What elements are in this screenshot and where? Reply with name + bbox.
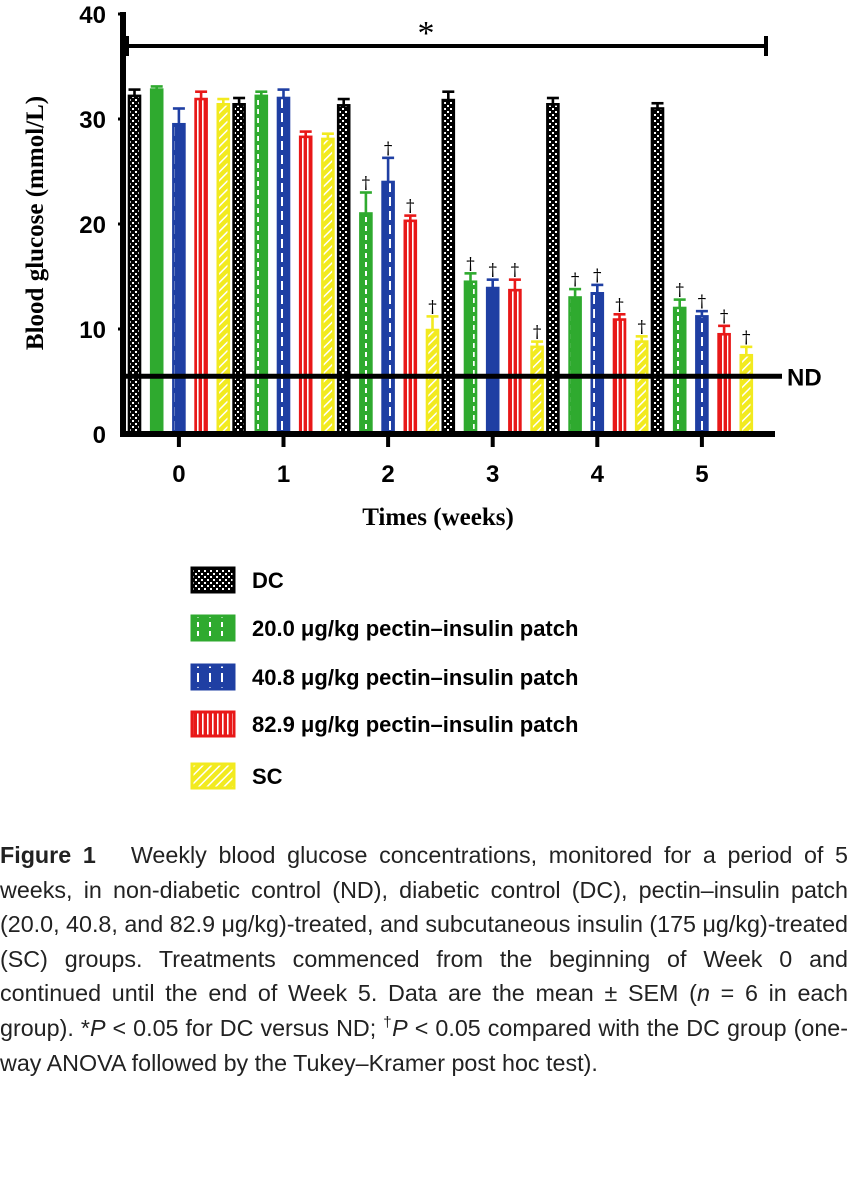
dagger-mark-3-5: † — [720, 307, 729, 327]
dagger-mark-4-3: † — [533, 323, 542, 343]
figure-caption: Figure 1 Weekly blood glucose concentrat… — [0, 838, 848, 1080]
caption-text-3: < 0.05 for DC versus ND; — [105, 1014, 384, 1041]
significance-bracket: * — [125, 15, 768, 56]
caption-text-2: = 6 in each group). — [0, 980, 848, 1041]
bar-1-3 — [463, 280, 478, 436]
dagger-mark-3-2: † — [406, 197, 415, 217]
bar-0-2 — [336, 104, 351, 436]
bar-1-4 — [568, 296, 582, 436]
bar-0-5 — [650, 107, 665, 436]
legend-swatch-3 — [190, 710, 236, 738]
dagger-mark-3-3: † — [511, 261, 520, 281]
bar-0-3 — [441, 98, 456, 436]
bar-4-2 — [425, 328, 440, 436]
x-ticks-layer: 0 1 2 3 4 5 — [172, 434, 709, 488]
dagger-marks-layer: † † † † † † † † † † † † † † † † — [362, 139, 751, 348]
caption-n-symbol: n — [696, 980, 710, 1007]
bar-3-0 — [194, 97, 208, 436]
bar-0-4 — [546, 103, 560, 436]
x-tick-label-5: 5 — [695, 461, 708, 488]
bar-3-3 — [508, 288, 522, 436]
dagger-mark-1-3: † — [466, 254, 475, 274]
bar-4-5 — [739, 353, 754, 436]
caption-star: * — [80, 1014, 90, 1041]
bar-2-0 — [172, 122, 186, 436]
x-tick-label-1: 1 — [277, 461, 290, 488]
bar-1-2 — [359, 212, 373, 436]
y-ticks-layer: 0 10 20 30 40 — [79, 2, 126, 449]
nd-reference-label: ND — [787, 364, 822, 391]
legend-label-0: DC — [252, 568, 284, 593]
bar-4-0 — [216, 103, 231, 436]
y-tick-label-0: 0 — [93, 422, 106, 449]
y-tick-label-20: 20 — [79, 212, 106, 239]
legend-swatch-0 — [190, 566, 236, 594]
caption-dagger: † — [383, 1014, 393, 1032]
x-axis-title: Times (weeks) — [362, 504, 514, 531]
legend-swatch-1 — [190, 614, 236, 642]
bar-2-1 — [276, 96, 291, 436]
bar-chart: † † † † † † † † † † † † † † † † 0 10 20 30 40 0 1 2 3 4 5 ND * B… — [22, 2, 822, 790]
caption-text-4: < 0.05 compared with the DC group (one-w… — [0, 1014, 848, 1076]
legend-label-3: 82.9 μg/kg pectin–insulin patch — [252, 712, 578, 737]
dagger-mark-4-2: † — [428, 297, 437, 317]
x-tick-label-3: 3 — [486, 461, 499, 488]
y-tick-label-40: 40 — [79, 2, 106, 29]
bar-3-1 — [298, 135, 313, 436]
bar-4-4 — [634, 340, 649, 436]
y-tick-label-10: 10 — [79, 317, 106, 344]
y-axis-title: Blood glucose (mmol/L) — [22, 96, 49, 350]
significance-star: * — [418, 15, 435, 52]
bar-1-0 — [149, 88, 164, 436]
bar-2-4 — [590, 291, 605, 436]
legend-label-4: SC — [252, 764, 283, 789]
dagger-mark-1-2: † — [362, 174, 371, 194]
error-bars-layer — [128, 85, 753, 356]
caption-text-1: Weekly blood glucose concentrations, mon… — [0, 842, 849, 1007]
bar-1-1 — [254, 94, 269, 436]
bar-4-3 — [530, 345, 544, 436]
dagger-mark-2-4: † — [593, 266, 602, 286]
legend-swatch-2 — [190, 663, 236, 691]
legend-swatch-4 — [190, 762, 236, 790]
dagger-mark-3-4: † — [615, 295, 624, 315]
bar-0-0 — [127, 94, 142, 436]
dagger-mark-4-4: † — [637, 317, 646, 337]
legend-label-1: 20.0 μg/kg pectin–insulin patch — [252, 616, 578, 641]
x-tick-label-2: 2 — [381, 461, 394, 488]
dagger-mark-2-2: † — [384, 139, 393, 159]
caption-figure-label: Figure 1 — [0, 842, 96, 868]
caption-p-symbol-2: P — [392, 1014, 408, 1041]
caption-p-symbol-1: P — [89, 1014, 106, 1041]
bar-4-1 — [321, 137, 335, 436]
dagger-mark-2-3: † — [488, 261, 497, 281]
x-tick-label-0: 0 — [172, 461, 185, 488]
bar-1-5 — [672, 306, 687, 436]
legend: DC 20.0 μg/kg pectin–insulin patch 40.8 μg… — [190, 566, 578, 790]
legend-label-2: 40.8 μg/kg pectin–insulin patch — [252, 665, 578, 690]
dagger-mark-1-5: † — [675, 281, 684, 301]
bar-3-5 — [717, 332, 731, 436]
reference-line-layer: ND — [124, 364, 822, 391]
bar-3-2 — [403, 219, 418, 436]
bar-2-2 — [381, 180, 395, 436]
y-tick-label-30: 30 — [79, 107, 106, 134]
bar-2-3 — [485, 286, 500, 436]
bar-0-1 — [232, 103, 246, 436]
dagger-mark-4-5: † — [742, 328, 751, 348]
dagger-mark-2-5: † — [698, 292, 707, 312]
x-tick-label-4: 4 — [591, 461, 605, 488]
bars-layer — [127, 88, 754, 436]
dagger-mark-1-4: † — [571, 270, 580, 290]
